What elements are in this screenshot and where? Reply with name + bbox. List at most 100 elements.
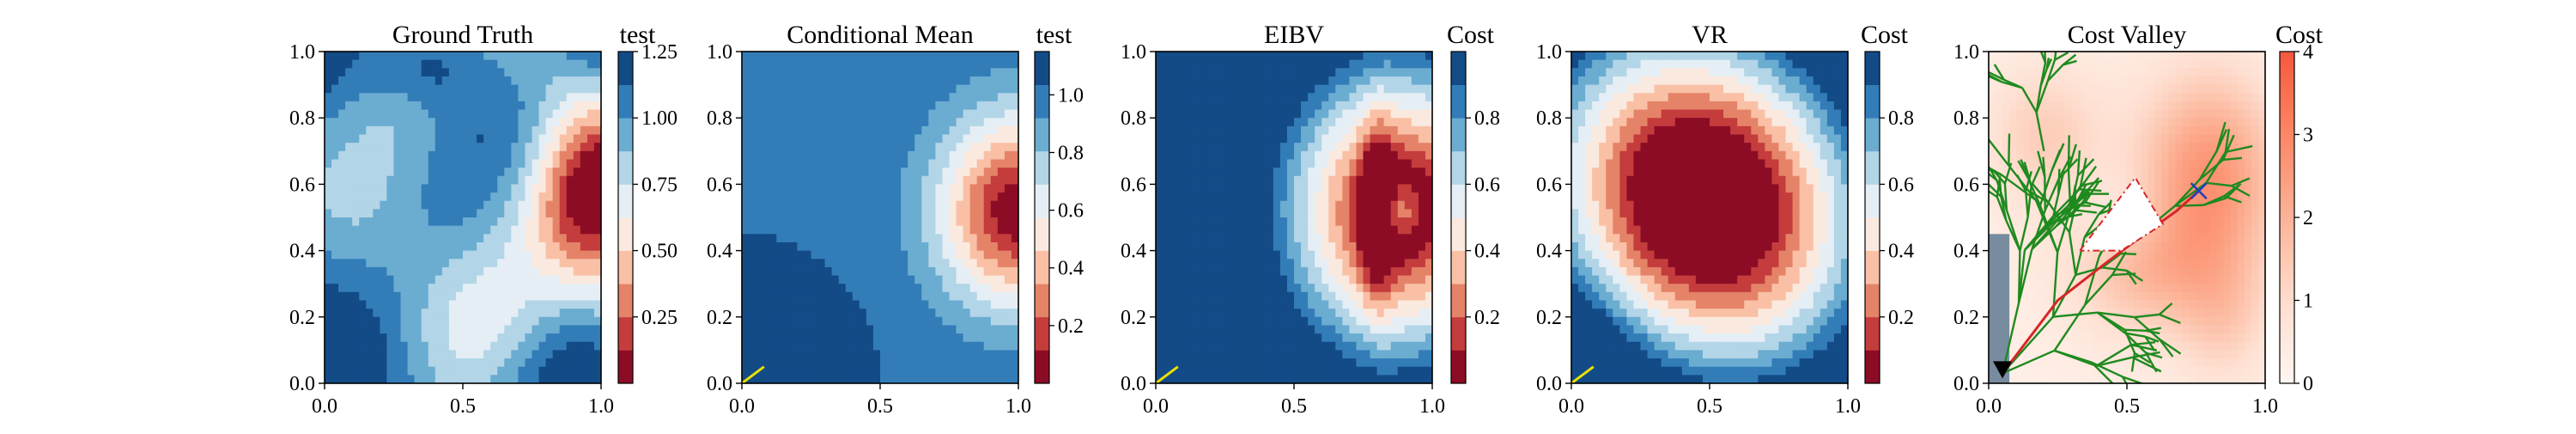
heatmap-cell [853, 176, 860, 185]
heatmap-cell [463, 68, 471, 76]
heatmap-cell [422, 325, 429, 333]
heatmap-cell [928, 309, 936, 317]
heatmap-cell [456, 85, 464, 94]
heatmap-cell [408, 358, 416, 367]
heatmap-cell [1260, 325, 1267, 333]
heatmap-cell [1370, 301, 1378, 309]
heatmap-cell [790, 151, 798, 160]
heatmap-cell [574, 193, 581, 201]
heatmap-cell [1273, 309, 1281, 317]
heatmap-cell [762, 234, 770, 242]
heatmap-cell [880, 193, 888, 201]
heatmap-cell [977, 284, 985, 292]
heatmap-cell [1356, 168, 1364, 176]
heatmap-cell [860, 251, 867, 260]
heatmap-cell [359, 135, 367, 144]
heatmap-cell [567, 184, 574, 193]
heatmap-cell [797, 76, 805, 85]
heatmap-cell [846, 350, 854, 358]
heatmap-cell [1315, 135, 1322, 144]
heatmap-cell [483, 317, 491, 326]
heatmap-cell [839, 101, 847, 110]
heatmap-cell [546, 259, 554, 267]
heatmap-cell [553, 317, 561, 326]
heatmap-cell [1391, 267, 1399, 276]
heatmap-cell [539, 276, 547, 284]
heatmap-cell [1308, 292, 1315, 301]
heatmap-cell [1405, 60, 1413, 69]
heatmap-cell [790, 284, 798, 292]
heatmap-cell [1197, 151, 1205, 160]
heatmap-cell [1328, 184, 1336, 193]
heatmap-cell [1384, 52, 1392, 60]
heatmap-cell [1294, 110, 1302, 119]
heatmap-cell [1170, 292, 1177, 301]
heatmap-cell [449, 76, 457, 85]
heatmap-cell [567, 259, 574, 267]
heatmap-cell [394, 76, 402, 85]
heatmap-cell [1419, 301, 1426, 309]
heatmap-cell [783, 226, 791, 235]
heatmap-cell [470, 292, 477, 301]
heatmap-cell [428, 143, 436, 151]
heatmap-cell [1356, 93, 1364, 101]
heatmap-cell [483, 242, 491, 251]
heatmap-cell [1163, 276, 1170, 284]
heatmap-cell [1356, 126, 1364, 135]
heatmap-cell [1190, 184, 1198, 193]
heatmap-cell [1190, 110, 1198, 119]
heatmap-cell [1197, 267, 1205, 276]
heatmap-cell [1419, 342, 1426, 351]
heatmap-cell [1211, 242, 1218, 251]
heatmap-cell [1301, 101, 1309, 110]
heatmap-cell [1405, 209, 1413, 217]
heatmap-cell [546, 342, 554, 351]
heatmap-cell [846, 209, 854, 217]
heatmap-cell [894, 292, 902, 301]
heatmap-cell [1412, 242, 1419, 251]
heatmap-cell [1246, 176, 1254, 185]
heatmap-cell [797, 375, 805, 383]
heatmap-cell [394, 251, 402, 260]
heatmap-cell [380, 226, 387, 235]
heatmap-cell [331, 143, 339, 151]
heatmap-cell [1364, 159, 1371, 168]
heatmap-cell [914, 267, 922, 276]
heatmap-cell [1377, 76, 1385, 85]
heatmap-cell [887, 143, 895, 151]
heatmap-cell [456, 367, 464, 376]
heatmap-cell [860, 309, 867, 317]
heatmap-cell [525, 126, 532, 135]
heatmap-cell [1308, 234, 1315, 242]
heatmap-cell [408, 159, 416, 168]
heatmap-cell [587, 358, 595, 367]
heatmap-cell [1005, 168, 1012, 176]
heatmap-cell [977, 217, 985, 226]
heatmap-cell [477, 259, 484, 267]
heatmap-cell [804, 201, 811, 210]
heatmap-cell [587, 60, 595, 69]
heatmap-cell [846, 292, 854, 301]
heatmap-cell [1328, 118, 1336, 126]
heatmap-cell [587, 242, 595, 251]
heatmap-cell [1204, 151, 1212, 160]
heatmap-cell [1308, 110, 1315, 119]
heatmap-cell [1183, 52, 1191, 60]
heatmap-cell [415, 284, 422, 292]
heatmap-cell [366, 52, 374, 60]
heatmap-cell [463, 226, 471, 235]
heatmap-cell [1190, 76, 1198, 85]
heatmap-cell [894, 317, 902, 326]
heatmap-cell [1391, 325, 1399, 333]
heatmap-cell [1349, 135, 1357, 144]
heatmap-cell [1294, 159, 1302, 168]
heatmap-cell [1419, 276, 1426, 284]
heatmap-cell [1280, 267, 1288, 276]
heatmap-cell [1246, 193, 1254, 201]
heatmap-cell [1005, 85, 1012, 94]
heatmap-cell [1301, 217, 1309, 226]
heatmap-cell [1280, 151, 1288, 160]
heatmap-cell [749, 184, 756, 193]
heatmap-cell [1412, 143, 1419, 151]
heatmap-cell [769, 251, 777, 260]
